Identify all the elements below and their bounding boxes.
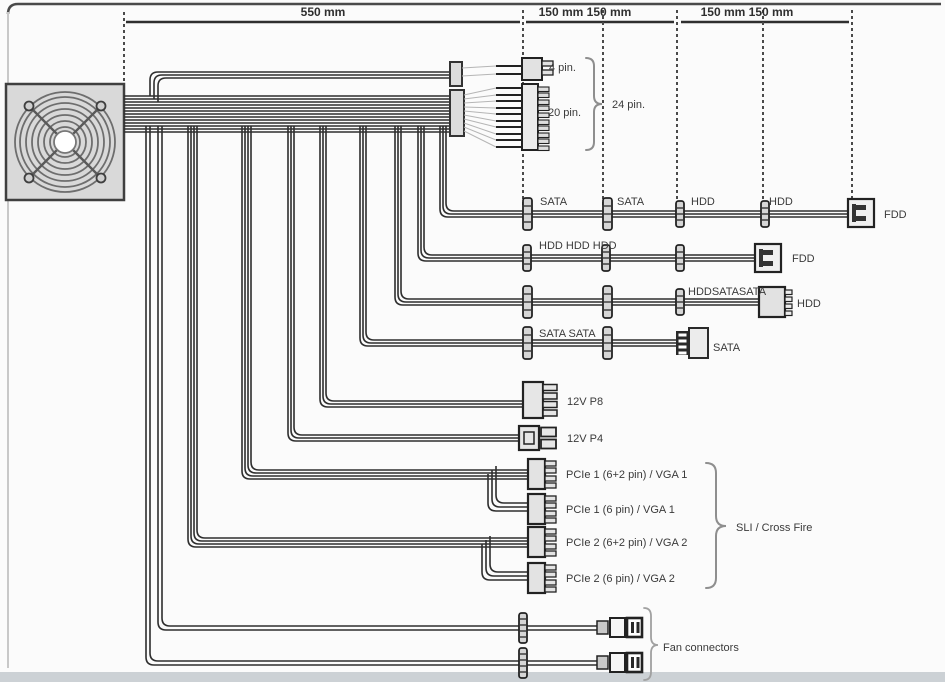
inline-connector (675, 200, 685, 228)
connector-fan-2 (595, 651, 644, 674)
label-row3-hdd: HDD (797, 298, 821, 310)
connector-12v-p4: 12V P4 (517, 424, 603, 452)
route-row2 (417, 126, 756, 262)
inline-connector (518, 612, 528, 644)
brace-24pin (585, 57, 603, 151)
cable-sleeve-4pin (449, 61, 463, 87)
label-row1-hdd-1: HDD (691, 196, 715, 208)
inline-connector (522, 197, 533, 231)
psu-fan-icon (14, 91, 116, 193)
connector-20pin (521, 83, 550, 152)
dimension-lines: 550 mm 150 mm 150 mm 150 mm 150 mm (123, 5, 853, 206)
label-fan-connectors: Fan connectors (663, 642, 739, 654)
label-row1-hdd-2: HDD (769, 196, 793, 208)
label-sli-crossfire: SLI / Cross Fire (736, 522, 812, 534)
dimension-label-150mm-a: 150 mm 150 mm (539, 5, 632, 19)
fan-connector-group: Fan connectors (518, 607, 739, 681)
connector-fdd-1 (846, 197, 876, 229)
inline-connector (522, 326, 533, 360)
inline-connector (675, 244, 685, 272)
connector-hdd-molex (757, 285, 793, 319)
label-row1-fdd: FDD (884, 209, 907, 221)
dimension-label-550mm: 550 mm (301, 5, 346, 19)
route-row3 (394, 126, 760, 306)
bottom-strip (0, 672, 945, 682)
connector-4pin (521, 57, 554, 81)
pcie-group: PCIe 1 (6+2 pin) / VGA 1 PCIe 1 (6 pin) … (526, 457, 812, 595)
inline-connector (760, 200, 770, 228)
connector-12v-p8: 12V P8 (521, 380, 603, 420)
brace-sli (705, 462, 727, 589)
inline-connector (675, 288, 685, 316)
label-20pin: 20 pin. (548, 107, 581, 119)
connector-fan-1 (595, 616, 644, 639)
cable-row-2: HDD HDD HDD FDD (522, 240, 815, 274)
route-12v-p8 (319, 126, 525, 408)
label-12v-p4: 12V P4 (567, 433, 603, 445)
label-pcie2b: PCIe 2 (6 pin) / VGA 2 (566, 573, 675, 585)
label-pcie1a: PCIe 1 (6+2 pin) / VGA 1 (566, 469, 687, 481)
route-pcie2 (187, 126, 529, 548)
atx-24pin-group: 4 pin. 20 pin. 24 pin. (449, 57, 645, 152)
cable-row-1: SATA SATA HDD HDD FDD (522, 196, 907, 231)
label-row3-hddsatasata: HDDSATASATA (688, 286, 767, 298)
label-row1-sata-2: SATA (617, 196, 645, 208)
route-12v-p4 (287, 126, 521, 442)
cable-row-4: SATA SATA SATA (522, 326, 741, 360)
route-row1 (439, 126, 848, 218)
inline-connector (522, 244, 532, 272)
brace-fan (643, 607, 659, 681)
label-row1-sata-1: SATA (540, 196, 568, 208)
route-row4 (359, 126, 678, 347)
label-pcie2a: PCIe 2 (6+2 pin) / VGA 2 (566, 537, 687, 549)
route-pcie2-branch (481, 536, 529, 581)
inline-connector (602, 326, 613, 360)
label-pcie1b: PCIe 1 (6 pin) / VGA 1 (566, 504, 675, 516)
route-pcie1 (241, 126, 529, 480)
label-24pin: 24 pin. (612, 99, 645, 111)
inline-connector (522, 285, 533, 319)
cable-routes (145, 126, 848, 666)
route-fan-1 (157, 126, 598, 631)
route-pcie1-branch (487, 466, 529, 512)
psu-unit (4, 82, 126, 202)
inline-connector (602, 285, 613, 319)
label-4pin: 4 pin. (549, 62, 576, 74)
route-fan-2 (145, 126, 598, 666)
label-row2-fdd: FDD (792, 253, 815, 265)
inline-connector (518, 647, 528, 679)
label-12v-p8: 12V P8 (567, 396, 603, 408)
label-row4-sata-sata: SATA SATA (539, 328, 596, 340)
connector-fdd-2 (753, 242, 783, 274)
label-row4-sata: SATA (713, 342, 741, 354)
inline-connector (602, 197, 613, 231)
connector-sata-end (676, 327, 709, 359)
label-row2-hdd: HDD HDD HDD (539, 240, 617, 252)
dimension-label-150mm-b: 150 mm 150 mm (701, 5, 794, 19)
cable-row-3: HDDSATASATA HDD (522, 285, 821, 319)
cable-sleeve-20pin (449, 89, 465, 137)
